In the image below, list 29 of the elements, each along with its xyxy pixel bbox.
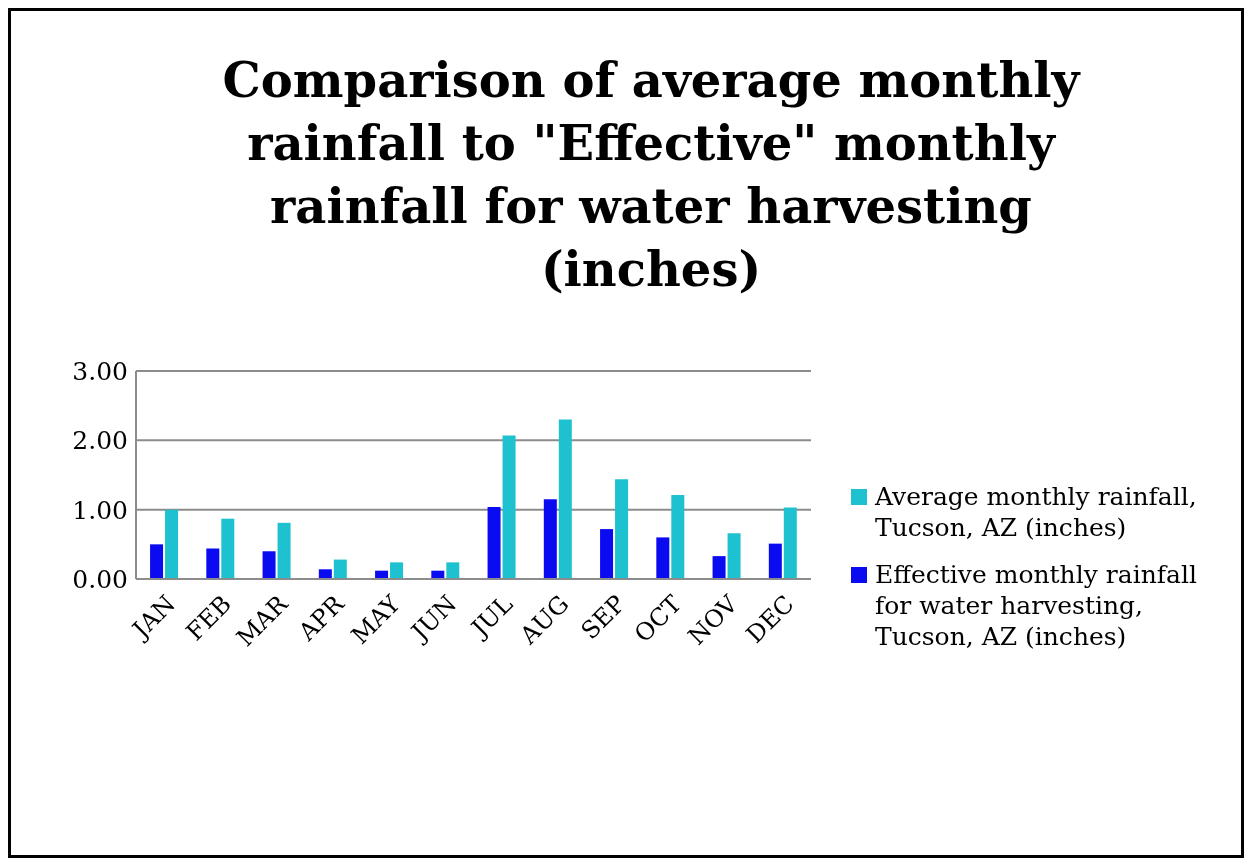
bar [150, 544, 164, 579]
y-tick-label: 0.00 [72, 564, 128, 594]
bar [502, 435, 516, 579]
bar [712, 556, 726, 579]
bar [783, 507, 797, 579]
y-tick-label: 3.00 [72, 356, 128, 386]
bar [390, 562, 404, 579]
y-tick-label: 1.00 [72, 495, 128, 525]
bar [656, 537, 670, 579]
legend-label: Effective monthly rainfall for water harvesting, Tucson, AZ (inches) [875, 559, 1198, 652]
bar [727, 533, 741, 579]
bar [615, 479, 629, 579]
bar [206, 548, 220, 579]
bar [262, 551, 276, 579]
bar [446, 562, 460, 579]
chart-title: Comparison of average monthly rainfall to "Effective" monthly rainfall for water harvesting (inches) [221, 51, 1082, 299]
bar [558, 419, 572, 579]
bar [600, 529, 614, 579]
bar [671, 495, 685, 579]
bar [165, 509, 179, 579]
bar [487, 506, 501, 579]
bar [543, 499, 557, 579]
y-tick-label: 2.00 [72, 426, 128, 456]
bar [318, 569, 332, 579]
bar [277, 522, 291, 579]
bar [221, 518, 235, 579]
bar [768, 543, 782, 579]
legend-label: Average monthly rainfall, Tucson, AZ (inches) [875, 481, 1198, 543]
bar [333, 559, 347, 579]
